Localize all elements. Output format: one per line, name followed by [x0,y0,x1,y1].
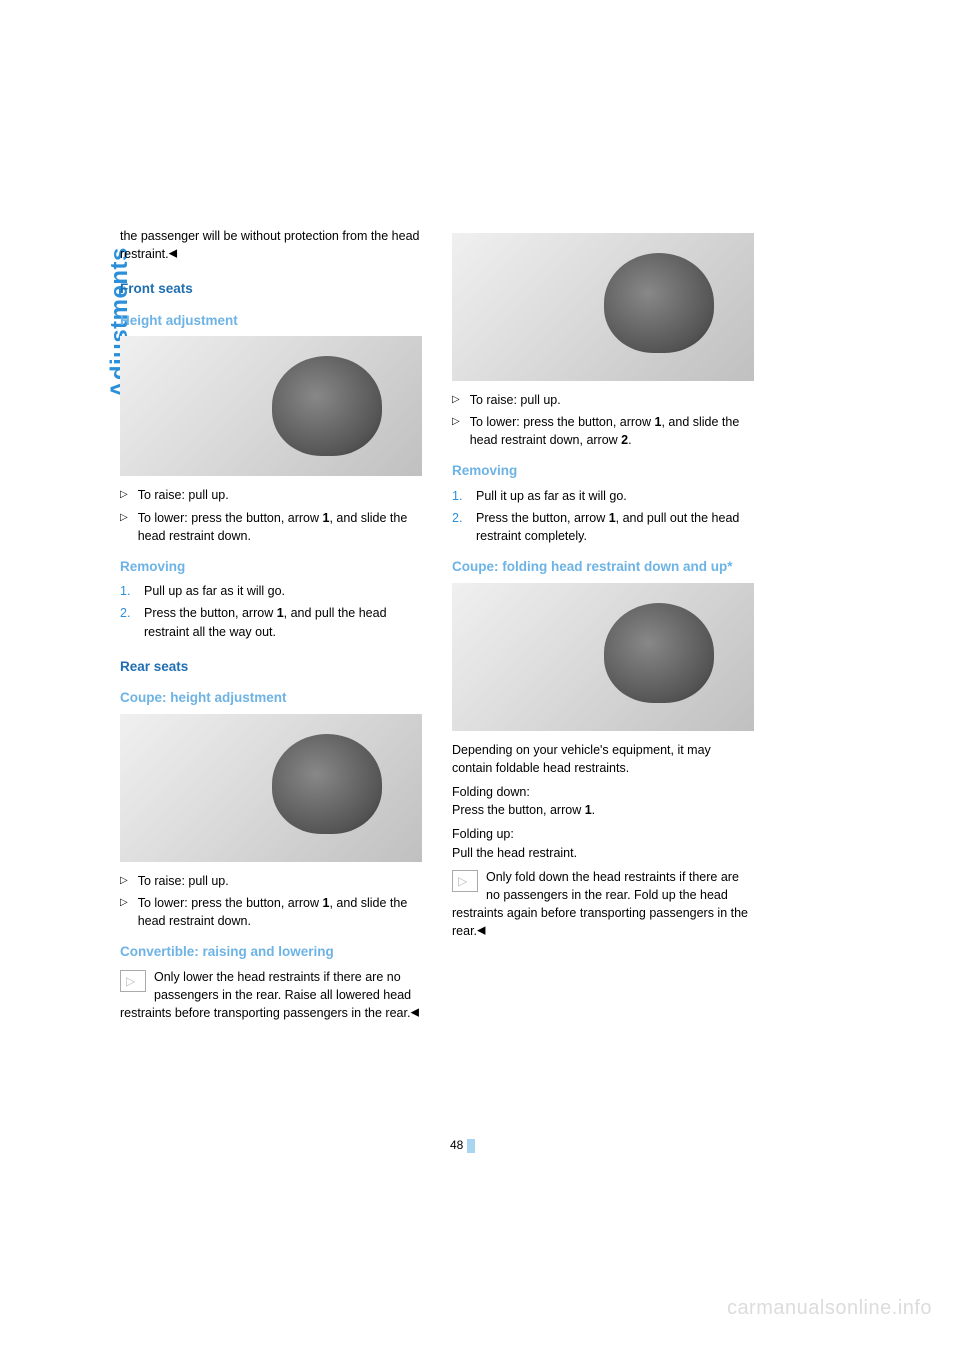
figure-convertible-headrest [452,233,754,381]
front-bullets: ▷ To raise: pull up. ▷ To lower: press t… [120,486,422,544]
figure-front-headrest [120,336,422,476]
left-column: the passenger will be without protection… [120,227,422,1028]
front-seats-heading: Front seats [120,279,422,299]
bullet-text: To lower: press the button, arrow 1, and… [138,509,422,545]
step-text: Press the button, arrow 1, and pull the … [144,604,422,640]
triangle-icon: ▷ [120,874,128,890]
bullet-text: To lower: press the button, arrow 1, and… [470,413,754,449]
bullet-text: To raise: pull up. [138,872,229,890]
fold-up-text: Pull the head restraint. [452,844,754,862]
bullet-text: To raise: pull up. [470,391,561,409]
triangle-icon: ▷ [452,393,460,409]
fold-down-label: Folding down: [452,783,754,801]
bullet-item: ▷ To lower: press the button, arrow 1, a… [120,509,422,545]
depend-paragraph: Depending on your vehicle's equipment, i… [452,741,754,777]
bullet-item: ▷ To lower: press the button, arrow 1, a… [120,894,422,930]
bullet-text: To lower: press the button, arrow 1, and… [138,894,422,930]
figure-fold-headrest [452,583,754,731]
end-marker-icon: ◀ [169,248,177,260]
bullet-item: ▷ To raise: pull up. [452,391,754,409]
convertible-heading: Convertible: raising and lowering [120,942,422,962]
end-marker-icon: ◀ [410,1007,418,1019]
bullet-item: ▷ To lower: press the button, arrow 1, a… [452,413,754,449]
step-number: 2. [120,604,134,640]
triangle-icon: ▷ [120,511,128,545]
step-number: 2. [452,509,466,545]
page-number-box-icon [467,1139,475,1153]
height-adjustment-heading: Height adjustment [120,311,422,331]
bullet-item: ▷ To raise: pull up. [120,872,422,890]
step-text: Press the button, arrow 1, and pull out … [476,509,754,545]
right-bullets: ▷ To raise: pull up. ▷ To lower: press t… [452,391,754,449]
coupe-fold-heading: Coupe: folding head restraint down and u… [452,557,754,577]
coupe-height-heading: Coupe: height adjustment [120,688,422,708]
removing-steps: 1. Pull up as far as it will go. 2. Pres… [120,582,422,640]
figure-coupe-headrest [120,714,422,862]
removing-heading-right: Removing [452,461,754,481]
note-text: Only fold down the head restraints if th… [452,870,748,938]
right-column: ▷ To raise: pull up. ▷ To lower: press t… [452,227,754,1028]
step-item: 2. Press the button, arrow 1, and pull o… [452,509,754,545]
bullet-item: ▷ To raise: pull up. [120,486,422,504]
removing-steps-right: 1. Pull it up as far as it will go. 2. P… [452,487,754,545]
end-marker-icon: ◀ [477,925,485,937]
coupe-bullets: ▷ To raise: pull up. ▷ To lower: press t… [120,872,422,930]
intro-text: the passenger will be without protection… [120,229,419,261]
page-number-text: 48 [450,1138,463,1152]
fold-up-label: Folding up: [452,825,754,843]
removing-heading: Removing [120,557,422,577]
note-text: Only lower the head restraints if there … [120,970,411,1020]
step-item: 1. Pull up as far as it will go. [120,582,422,600]
note-icon [452,870,478,892]
triangle-icon: ▷ [120,488,128,504]
page-content: the passenger will be without protection… [0,0,960,1028]
fold-down-text: Press the button, arrow 1. [452,801,754,819]
watermark: carmanualsonline.info [727,1297,932,1320]
intro-paragraph: the passenger will be without protection… [120,227,422,263]
triangle-icon: ▷ [452,415,460,449]
page-number: 48 [450,1138,475,1153]
step-text: Pull it up as far as it will go. [476,487,627,505]
rear-seats-heading: Rear seats [120,657,422,677]
step-item: 1. Pull it up as far as it will go. [452,487,754,505]
note-block-right: Only fold down the head restraints if th… [452,868,754,941]
step-text: Pull up as far as it will go. [144,582,285,600]
triangle-icon: ▷ [120,896,128,930]
bullet-text: To raise: pull up. [138,486,229,504]
step-number: 1. [452,487,466,505]
step-item: 2. Press the button, arrow 1, and pull t… [120,604,422,640]
note-block: Only lower the head restraints if there … [120,968,422,1022]
step-number: 1. [120,582,134,600]
note-icon [120,970,146,992]
